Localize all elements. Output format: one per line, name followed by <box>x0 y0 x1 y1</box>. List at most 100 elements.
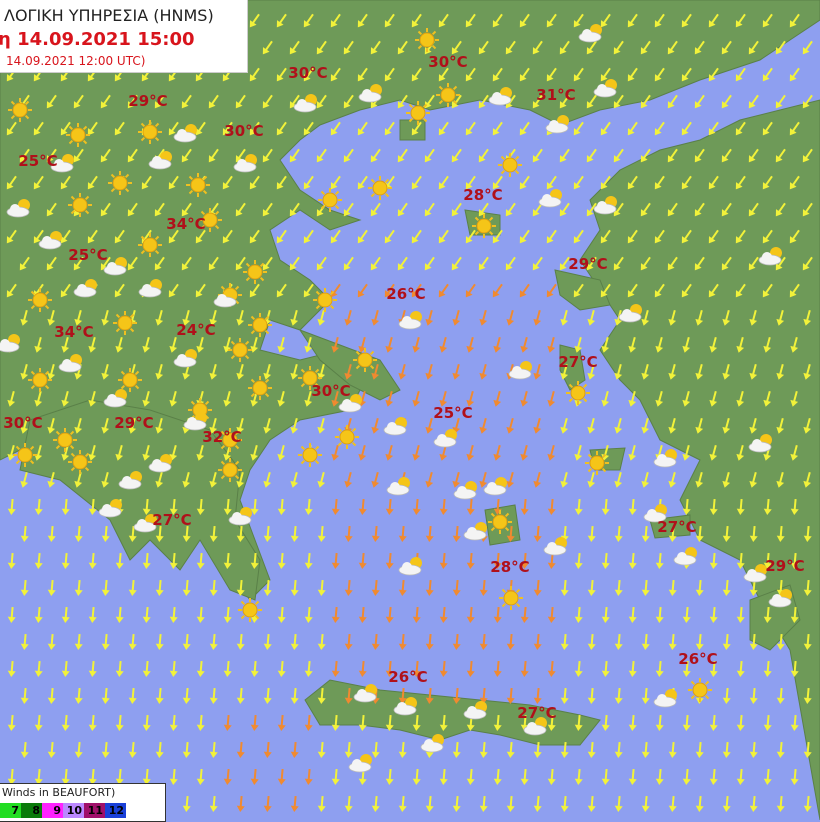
sun-icon <box>488 510 512 534</box>
wind-arrow-icon <box>762 67 773 82</box>
wind-arrow-icon <box>533 687 542 704</box>
wind-arrow-icon <box>249 67 260 82</box>
wind-arrow-icon <box>628 444 637 461</box>
wind-arrow-icon <box>438 229 449 244</box>
wind-arrow-icon <box>789 283 800 298</box>
wind-arrow-icon <box>425 363 434 380</box>
wind-arrow-icon <box>587 471 596 488</box>
wind-arrow-icon <box>775 94 786 109</box>
temperature-label: 25°C <box>18 152 58 170</box>
wind-arrow-icon <box>277 714 286 731</box>
wind-arrow-icon <box>290 471 299 488</box>
wind-arrow-icon <box>331 552 340 569</box>
wind-arrow-icon <box>60 229 71 244</box>
wind-arrow-icon <box>34 714 43 731</box>
wind-arrow-icon <box>262 40 273 55</box>
wind-arrow-icon <box>641 795 650 812</box>
sun-icon <box>118 368 142 392</box>
partly-cloudy-icon <box>578 24 602 43</box>
wind-arrow-icon <box>560 363 569 380</box>
wind-arrow-icon <box>452 579 461 596</box>
wind-arrow-icon <box>276 229 287 244</box>
wind-arrow-icon <box>736 390 745 407</box>
wind-arrow-icon <box>34 498 43 515</box>
partly-cloudy-icon <box>0 334 20 353</box>
wind-arrow-icon <box>371 417 380 434</box>
sun-icon <box>28 368 52 392</box>
wind-arrow-icon <box>196 552 205 569</box>
wind-arrow-icon <box>722 417 731 434</box>
wind-arrow-icon <box>249 175 260 190</box>
sun-icon <box>53 428 77 452</box>
wind-arrow-icon <box>276 13 287 28</box>
wind-arrow-icon <box>330 67 341 82</box>
wind-arrow-icon <box>613 40 624 55</box>
wind-arrow-icon <box>641 363 650 380</box>
wind-arrow-icon <box>262 148 273 163</box>
wind-arrow-icon <box>425 579 434 596</box>
wind-arrow-icon <box>640 40 651 55</box>
wind-arrow-icon <box>100 202 111 217</box>
wind-arrow-icon <box>466 336 475 353</box>
partly-cloudy-icon <box>58 354 82 373</box>
wind-arrow-icon <box>100 256 111 271</box>
wind-arrow-icon <box>790 390 799 407</box>
wind-arrow-icon <box>398 363 407 380</box>
wind-arrow-icon <box>722 363 731 380</box>
wind-arrow-icon <box>101 633 110 650</box>
wind-arrow-icon <box>466 768 475 785</box>
wind-arrow-icon <box>574 768 583 785</box>
wind-arrow-icon <box>20 471 29 488</box>
wind-arrow-icon <box>357 175 368 190</box>
wind-arrow-icon <box>330 13 341 28</box>
wind-arrow-icon <box>573 121 584 136</box>
wind-arrow-icon <box>546 13 557 28</box>
wind-arrow-icon <box>439 714 448 731</box>
wind-arrow-icon <box>33 121 44 136</box>
wind-arrow-icon <box>343 94 354 109</box>
temperature-label: 27°C <box>517 704 557 722</box>
wind-arrow-icon <box>465 175 476 190</box>
wind-arrow-icon <box>492 175 503 190</box>
wind-arrow-icon <box>708 121 719 136</box>
wind-arrow-icon <box>370 40 381 55</box>
wind-arrow-icon <box>762 121 773 136</box>
wind-arrow-icon <box>290 741 299 758</box>
wind-arrow-icon <box>532 94 543 109</box>
wind-arrow-icon <box>127 256 138 271</box>
wind-arrow-icon <box>802 40 813 55</box>
partly-cloudy-icon <box>133 514 157 533</box>
wind-arrow-icon <box>304 552 313 569</box>
wind-arrow-icon <box>47 309 56 326</box>
beaufort-cell: 11 <box>84 803 105 818</box>
wind-arrow-icon <box>250 552 259 569</box>
wind-arrow-icon <box>533 309 542 326</box>
wind-arrow-icon <box>559 148 570 163</box>
wind-arrow-icon <box>263 741 272 758</box>
wind-arrow-icon <box>412 768 421 785</box>
wind-arrow-icon <box>155 579 164 596</box>
wind-arrow-icon <box>520 390 529 407</box>
wind-arrow-icon <box>493 606 502 623</box>
wind-arrow-icon <box>519 121 530 136</box>
wind-arrow-icon <box>439 552 448 569</box>
sun-icon <box>248 313 272 337</box>
wind-arrow-icon <box>371 471 380 488</box>
wind-arrow-icon <box>695 741 704 758</box>
wind-arrow-icon <box>397 148 408 163</box>
wind-arrow-icon <box>412 606 421 623</box>
temperature-label: 30°C <box>311 382 351 400</box>
wind-arrow-icon <box>587 579 596 596</box>
wind-arrow-icon <box>654 67 665 82</box>
sun-icon <box>353 348 377 372</box>
wind-arrow-icon <box>520 606 529 623</box>
wind-arrow-icon <box>411 175 422 190</box>
wind-arrow-icon <box>6 283 17 298</box>
wind-arrow-icon <box>47 471 56 488</box>
wind-arrow-icon <box>182 687 191 704</box>
wind-arrow-icon <box>60 121 71 136</box>
wind-arrow-icon <box>789 121 800 136</box>
wind-arrow-icon <box>560 795 569 812</box>
temperature-label: 29°C <box>114 414 154 432</box>
wind-arrow-icon <box>169 498 178 515</box>
